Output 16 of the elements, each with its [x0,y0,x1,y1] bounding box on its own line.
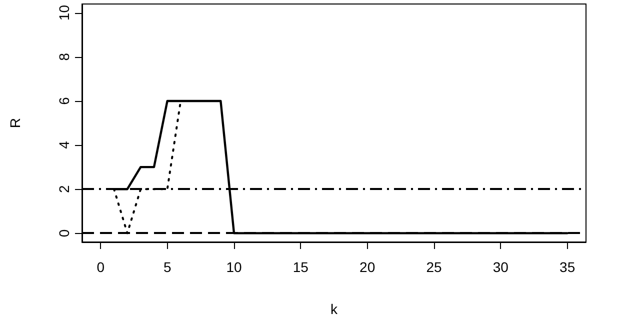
x-tick-label: 15 [292,259,309,275]
y-tick-label: 0 [56,229,72,238]
y-tick-label: 8 [56,52,72,61]
y-axis-title: R [7,118,23,128]
x-tick-label: 0 [96,259,105,275]
x-tick-label: 25 [426,259,442,275]
x-tick-label: 35 [560,259,576,275]
y-tick-label: 4 [56,140,72,149]
x-tick-label: 5 [163,259,172,275]
x-tick-label: 30 [492,259,509,275]
y-tick-label: 2 [56,185,72,194]
x-tick-label: 10 [226,259,242,275]
x-axis-title: k [330,301,338,317]
y-tick-label: 6 [56,96,72,105]
y-tick-label: 10 [56,4,72,21]
x-tick-label: 20 [360,259,376,275]
